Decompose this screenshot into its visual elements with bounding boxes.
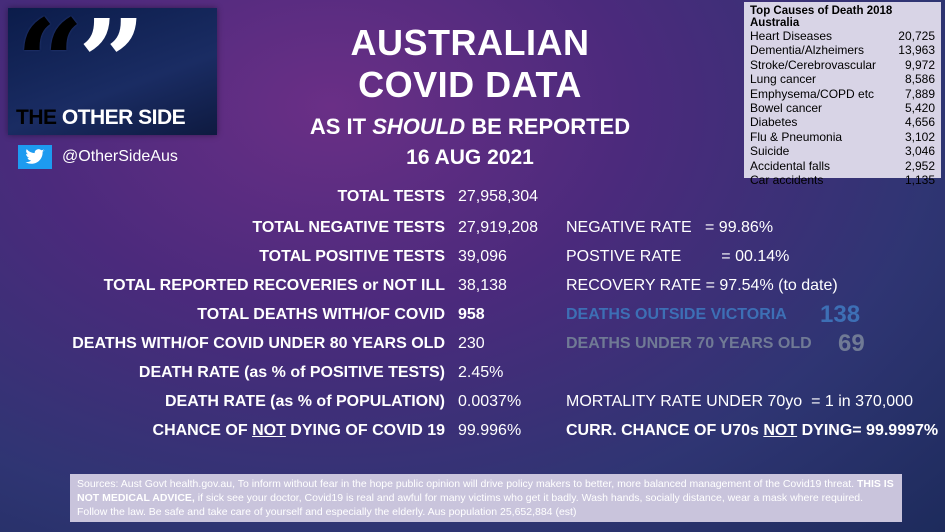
cause-name: Accidental falls xyxy=(750,158,831,173)
cause-row: Suicide 3,046 xyxy=(750,144,935,158)
cause-name: Flu & Pneumonia xyxy=(750,129,843,144)
stat-row-recoveries: TOTAL REPORTED RECOVERIES or NOT ILL 38,… xyxy=(103,277,838,294)
twitter-handle-text: @OtherSideAus xyxy=(62,148,178,165)
title-date: 16 AUG 2021 xyxy=(406,146,534,169)
title-subtitle: AS IT SHOULD BE REPORTED xyxy=(309,114,631,139)
quote-marks-logo: “” xyxy=(16,0,146,132)
cause-row: Bowel cancer 5,420 xyxy=(750,101,935,115)
cause-value: 3,046 xyxy=(904,144,935,159)
stat-row-death-rate-positive: DEATH RATE (as % of POSITIVE TESTS) 2.45… xyxy=(138,364,504,381)
deaths-outside-victoria-value: 138 xyxy=(820,301,861,328)
title-line-2: COVID DATA xyxy=(358,64,582,105)
cause-value: 4,656 xyxy=(904,115,935,130)
stat-row-chance-not-dying: CHANCE OF NOT DYING OF COVID 19 99.996% … xyxy=(152,422,939,439)
cause-name: Car accidents xyxy=(750,173,824,188)
page-title: AUSTRALIAN COVID DATA AS IT SHOULD BE RE… xyxy=(260,22,680,170)
cause-value: 9,972 xyxy=(904,57,935,72)
cause-row: Stroke/Cerebrovascular 9,972 xyxy=(750,58,935,72)
top-causes-of-death-table: Top Causes of Death 2018 Australia Heart… xyxy=(744,2,941,187)
the-other-side-logo: “” THE OTHER SIDE xyxy=(8,4,217,135)
twitter-bird-icon xyxy=(18,145,52,169)
cause-value: 13,963 xyxy=(898,43,935,58)
logo-name: THE OTHER SIDE xyxy=(16,106,186,129)
cause-row: Accidental falls 2,952 xyxy=(750,159,935,173)
stat-row-total-deaths: TOTAL DEATHS WITH/OF COVID 958 DEATHS OU… xyxy=(197,301,861,328)
cause-name: Lung cancer xyxy=(750,72,817,87)
deaths-outside-victoria-label: DEATHS OUTSIDE VICTORIA xyxy=(566,306,787,323)
cause-row: Car accidents 1,135 xyxy=(750,173,935,187)
cause-name: Heart Diseases xyxy=(750,29,833,43)
deaths-under-70-value: 69 xyxy=(838,330,865,357)
deaths-under-70-label: DEATHS UNDER 70 YEARS OLD xyxy=(566,335,812,352)
twitter-handle[interactable]: @OtherSideAus xyxy=(18,145,178,169)
cause-value: 5,420 xyxy=(904,101,935,116)
cause-name: Dementia/Alzheimers xyxy=(750,43,865,58)
cause-name: Stroke/Cerebrovascular xyxy=(750,57,877,72)
cause-value: 2,952 xyxy=(904,158,935,173)
cause-value: 1,135 xyxy=(904,173,935,188)
cause-value: 20,725 xyxy=(898,29,935,43)
cause-row: Emphysema/COPD etc 7,889 xyxy=(750,87,935,101)
cause-name: Bowel cancer xyxy=(750,101,823,116)
cause-name: Emphysema/COPD etc xyxy=(750,86,875,101)
cause-row: Diabetes 4,656 xyxy=(750,115,935,129)
sources-footer: Sources: Aust Govt health.gov.au, To inf… xyxy=(70,474,902,522)
cause-name: Suicide xyxy=(750,144,790,159)
stat-row-death-rate-population: DEATH RATE (as % of POPULATION) 0.0037% … xyxy=(165,393,913,410)
cause-value: 3,102 xyxy=(904,129,935,144)
title-line-1: AUSTRALIAN xyxy=(350,22,590,63)
cause-value: 7,889 xyxy=(904,86,935,101)
causes-table-title: Top Causes of Death 2018 Australia xyxy=(750,5,893,29)
cause-row: Dementia/Alzheimers 13,963 xyxy=(750,43,935,57)
stat-row-under-80: DEATHS WITH/OF COVID UNDER 80 YEARS OLD … xyxy=(72,330,865,357)
stat-row-total-tests: TOTAL TESTS 27,958,304 xyxy=(337,188,539,205)
cause-row: Heart Diseases 20,725 xyxy=(750,29,935,43)
cause-row: Lung cancer 8,586 xyxy=(750,72,935,86)
stat-row-positive-tests: TOTAL POSITIVE TESTS 39,096 POSTIVE RATE… xyxy=(259,248,790,265)
cause-row: Flu & Pneumonia 3,102 xyxy=(750,130,935,144)
cause-value: 8,586 xyxy=(904,72,935,87)
stat-row-negative-tests: TOTAL NEGATIVE TESTS 27,919,208 NEGATIVE… xyxy=(252,219,774,236)
cause-name: Diabetes xyxy=(750,115,798,130)
